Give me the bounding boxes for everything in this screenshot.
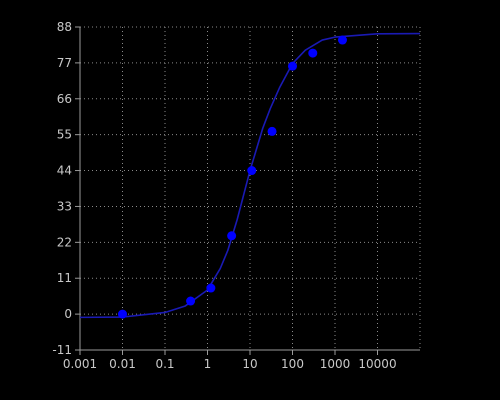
x-tick-label: 10: [242, 357, 257, 371]
y-tick-label: 0: [64, 307, 72, 321]
x-tick-label: 100: [281, 357, 304, 371]
x-tick-label: 0.001: [63, 357, 97, 371]
data-point: [118, 309, 127, 319]
data-point: [206, 283, 216, 293]
y-tick-label: 11: [57, 271, 72, 285]
data-point: [288, 61, 297, 71]
data-point: [308, 48, 318, 58]
data-point: [247, 166, 257, 176]
x-tick-label: 0.01: [109, 357, 136, 371]
y-tick-label: 77: [57, 56, 72, 70]
y-tick-label: 55: [57, 128, 72, 142]
data-point: [186, 296, 196, 306]
fitted-curve-line: [79, 32, 421, 319]
y-tick-label: 88: [57, 20, 72, 34]
data-point: [227, 231, 237, 241]
y-axis-ticks: -11 0 11 22 33 44 55 66 77 88: [52, 20, 80, 357]
y-tick-label: 22: [57, 235, 72, 249]
data-point: [267, 126, 277, 136]
series-layer: [79, 32, 421, 319]
y-tick-label: 44: [57, 164, 72, 178]
x-tick-label: 1: [204, 357, 212, 371]
data-point: [337, 35, 347, 45]
y-tick-label: -11: [52, 343, 72, 357]
x-tick-label: 0.1: [155, 357, 174, 371]
x-tick-label: 1000: [320, 357, 351, 371]
y-tick-label: 66: [57, 92, 72, 106]
x-tick-label: 10000: [358, 357, 396, 371]
x-axis-ticks: 0.001 0.01 0.1 1 10 100 1000 10000: [63, 350, 397, 371]
y-tick-label: 33: [57, 199, 72, 213]
grid: [80, 26, 421, 350]
